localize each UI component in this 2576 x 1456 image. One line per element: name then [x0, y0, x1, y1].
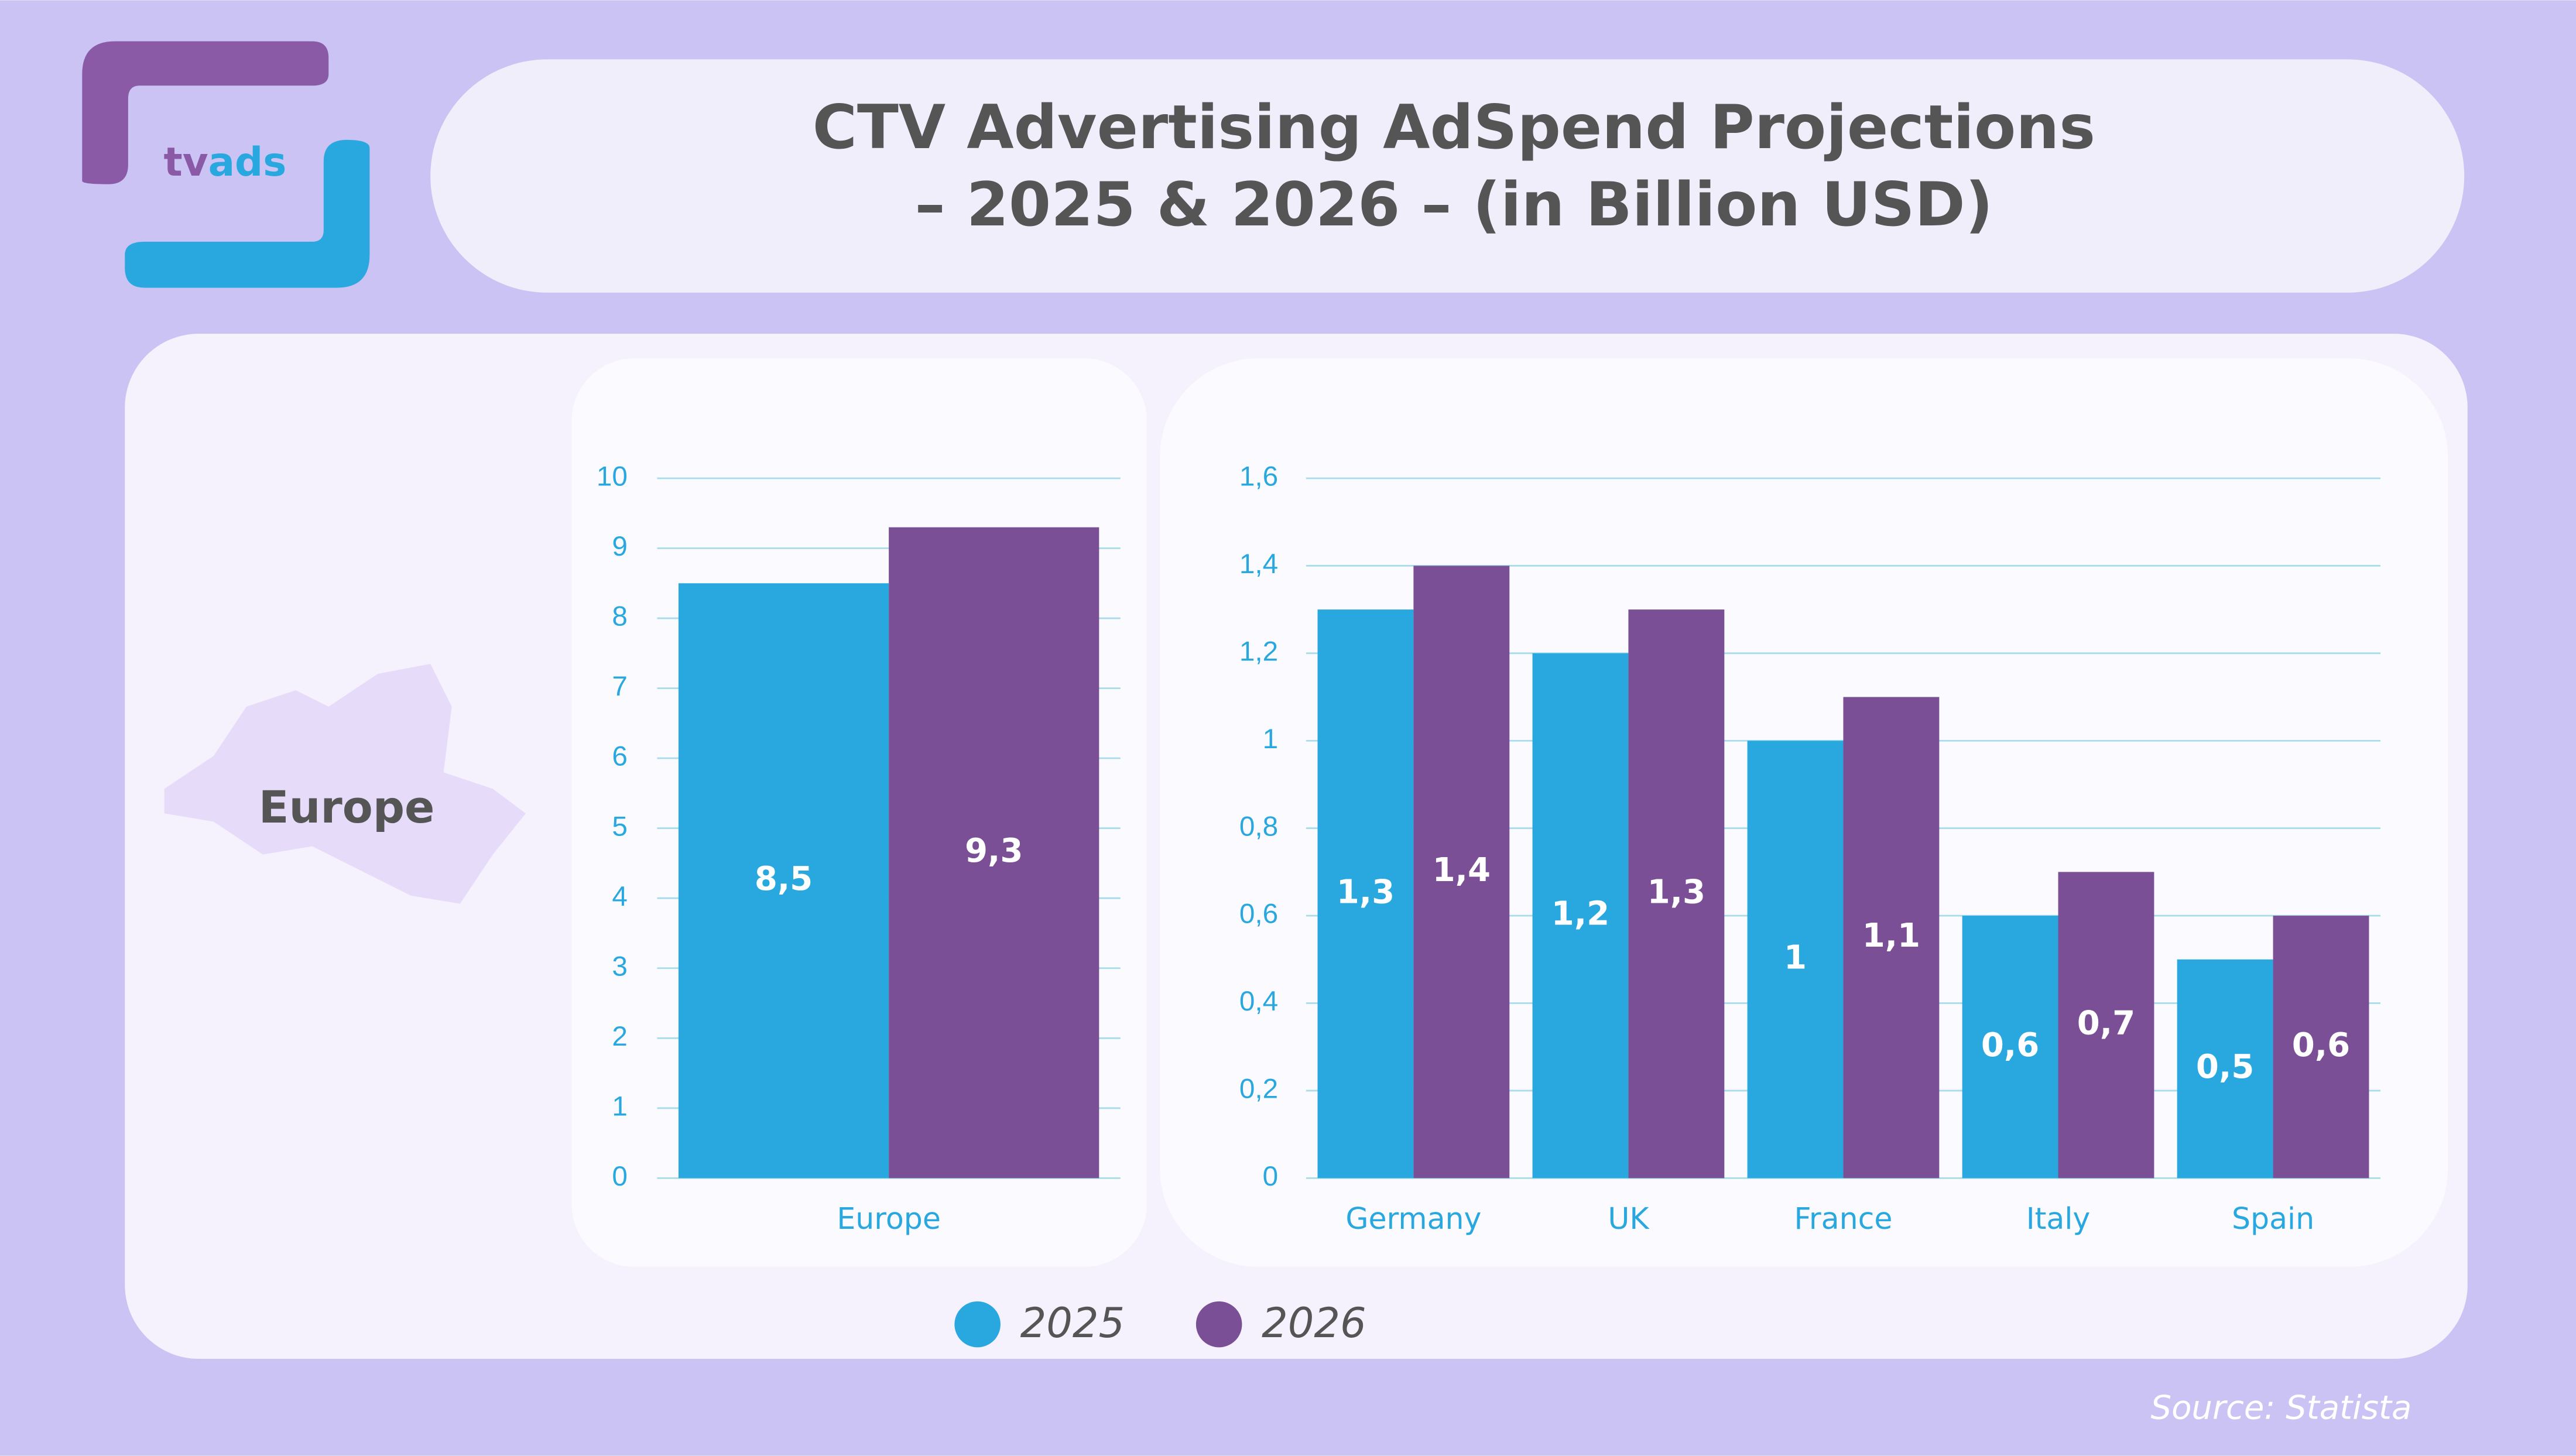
legend-swatch: [1195, 1301, 1242, 1348]
y-tick-label: 3: [612, 951, 628, 982]
y-tick-label: 1: [1263, 724, 1279, 755]
value-label: 1,3: [1337, 873, 1395, 911]
x-tick-label: UK: [1608, 1201, 1650, 1236]
x-tick-label: Germany: [1345, 1201, 1481, 1236]
value-label: 1,3: [1647, 873, 1705, 911]
logo-shape: [125, 139, 370, 288]
y-tick-label: 0,8: [1239, 811, 1278, 842]
y-tick-label: 1,6: [1239, 461, 1278, 492]
y-tick-label: 1: [612, 1091, 628, 1122]
title-line: – 2025 & 2026 – (in Billion USD): [915, 170, 1993, 240]
logo: tvads: [82, 41, 370, 288]
x-tick-label: Europe: [837, 1201, 941, 1236]
legend-label: 2026: [1262, 1299, 1366, 1347]
value-label: 1,4: [1433, 851, 1491, 889]
y-tick-label: 0: [1263, 1161, 1279, 1192]
bar: [1317, 609, 1414, 1178]
bar: [2273, 916, 2369, 1178]
bar: [1532, 653, 1629, 1178]
bar: [1747, 741, 1844, 1178]
value-label: 9,3: [965, 832, 1023, 870]
legend-swatch: [954, 1301, 1001, 1348]
value-label: 8,5: [755, 860, 813, 898]
europe-map: [164, 664, 526, 904]
logo-text: tvads: [164, 139, 287, 185]
y-tick-label: 7: [612, 671, 628, 702]
y-tick-label: 10: [597, 461, 628, 492]
bar: [2177, 959, 2273, 1178]
y-tick-label: 9: [612, 531, 628, 562]
x-tick-label: Spain: [2232, 1201, 2314, 1236]
y-tick-label: 1,4: [1239, 549, 1278, 580]
legend-label: 2025: [1020, 1299, 1125, 1347]
y-tick-label: 0,4: [1239, 986, 1278, 1017]
y-tick-label: 1,2: [1239, 636, 1278, 667]
y-tick-label: 5: [612, 811, 628, 842]
logo-shape: [82, 41, 329, 184]
bar: [2058, 872, 2154, 1178]
title-box: [430, 59, 2465, 293]
y-tick-label: 8: [612, 601, 628, 632]
bar: [889, 527, 1099, 1178]
value-label: 0,6: [1981, 1026, 2039, 1064]
value-label: 0,7: [2077, 1005, 2135, 1043]
logo-part: ads: [208, 139, 287, 185]
bar: [678, 583, 889, 1178]
region-label: Europe: [259, 782, 435, 833]
y-tick-label: 0,2: [1239, 1074, 1278, 1105]
bar: [1962, 916, 2058, 1178]
bar: [1843, 697, 1940, 1178]
y-tick-label: 0: [612, 1161, 628, 1192]
bar: [1628, 609, 1725, 1178]
y-tick-label: 6: [612, 741, 628, 772]
x-tick-label: France: [1794, 1201, 1893, 1236]
x-tick-label: Italy: [2026, 1201, 2091, 1236]
title-line: CTV Advertising AdSpend Projections: [813, 93, 2095, 163]
value-label: 0,5: [2196, 1048, 2254, 1086]
source: Source: Statista: [2150, 1389, 2411, 1427]
y-tick-label: 2: [612, 1021, 628, 1052]
bar: [1413, 566, 1510, 1178]
logo-part: tv: [164, 139, 208, 185]
value-label: 0,6: [2292, 1026, 2350, 1064]
y-tick-label: 0,6: [1239, 899, 1278, 930]
value-label: 1,2: [1551, 895, 1609, 933]
value-label: 1,1: [1862, 917, 1920, 955]
value-label: 1: [1784, 938, 1807, 977]
y-tick-label: 4: [612, 881, 628, 912]
